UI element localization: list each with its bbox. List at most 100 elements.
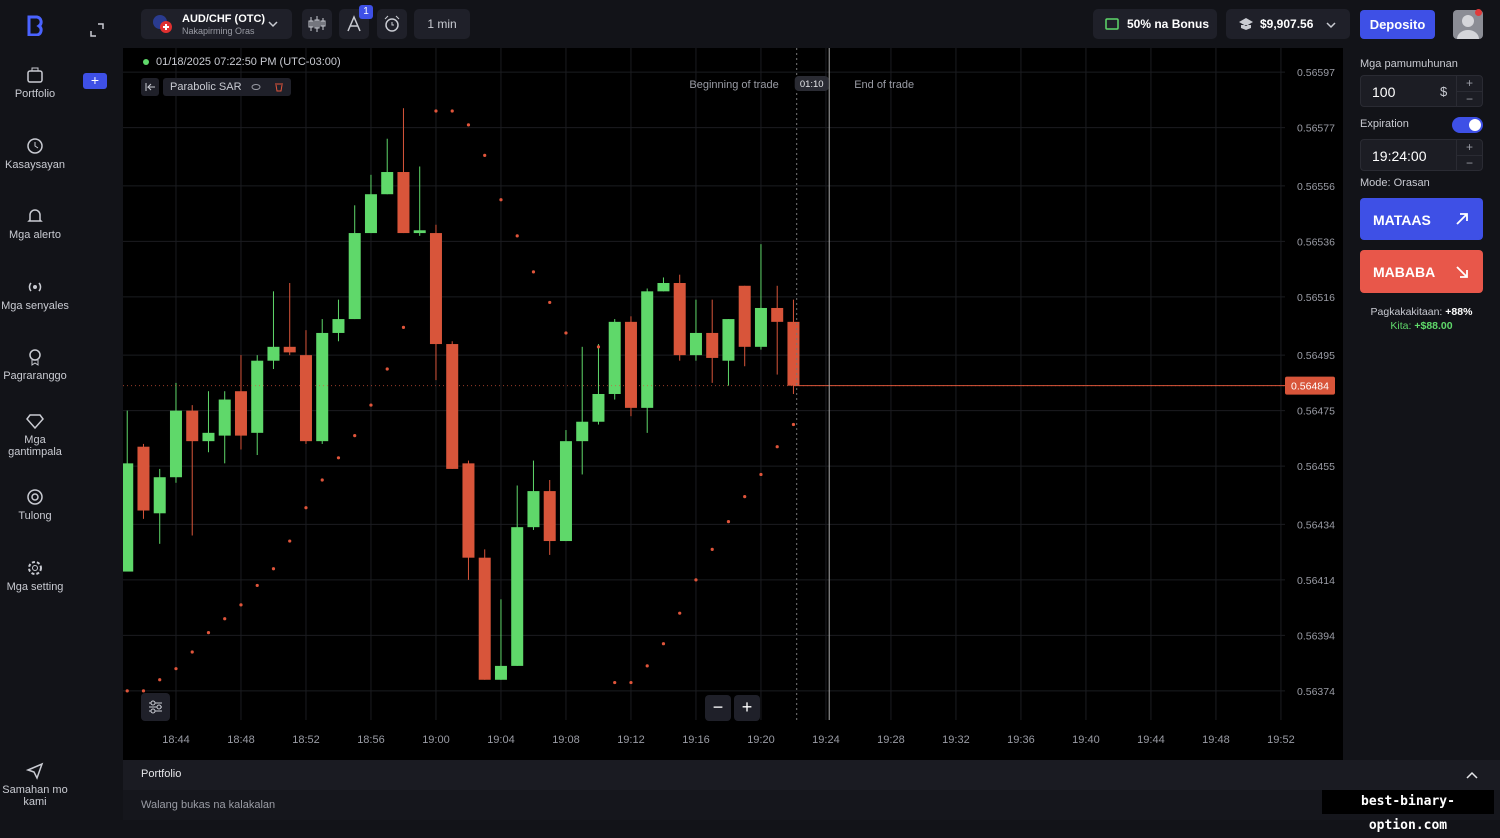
price-tag bbox=[1285, 376, 1335, 395]
candle-body bbox=[722, 319, 735, 361]
down-label: MABABA bbox=[1373, 264, 1436, 280]
sar-dot bbox=[466, 123, 471, 127]
sar-dot bbox=[483, 153, 487, 157]
chart-area: 18:44 18:48 18:52 18:56 19:00 19:04 19:08 19:12… bbox=[121, 48, 1343, 760]
x-tick-label: 19:16 bbox=[682, 734, 710, 746]
candle-body bbox=[169, 410, 182, 478]
x-tick-label: 19:04 bbox=[487, 734, 515, 746]
nav-label: Mga gantimpala bbox=[8, 434, 62, 458]
timer: 01:10 bbox=[800, 79, 824, 90]
decrease[interactable]: − bbox=[1456, 91, 1482, 106]
sar-dot bbox=[239, 603, 243, 607]
nav-settings[interactable]: Mga setting bbox=[0, 559, 70, 593]
notification-dot bbox=[1475, 9, 1482, 16]
expiration-value: 19:24:00 bbox=[1372, 148, 1427, 164]
watermark: best-binary-option.com bbox=[1322, 790, 1494, 833]
trade-start-label: Beginning of trade bbox=[689, 79, 778, 91]
chart-settings[interactable] bbox=[141, 693, 170, 721]
balance-button[interactable]: $9,907.56 bbox=[1226, 9, 1350, 39]
candle-body bbox=[478, 557, 491, 680]
zoom-out[interactable]: − bbox=[705, 695, 731, 721]
y-tick-label: 0.56394 bbox=[1297, 630, 1335, 642]
candle-body bbox=[397, 172, 410, 234]
add-button[interactable]: + bbox=[83, 73, 107, 89]
zoom-in[interactable]: + bbox=[734, 695, 760, 721]
sar-dot bbox=[336, 456, 341, 460]
nav-label: Pagraranggo bbox=[3, 370, 67, 382]
nav-signals[interactable]: Mga senyales bbox=[0, 278, 70, 312]
increase[interactable]: + bbox=[1456, 76, 1482, 91]
sar-dot bbox=[304, 506, 308, 510]
portfolio-body: Walang bukas na kalakalan bbox=[123, 790, 1500, 820]
sar-dot bbox=[320, 478, 324, 482]
expand-icon[interactable] bbox=[89, 22, 105, 38]
investment-value: 100 bbox=[1372, 84, 1396, 100]
sar-dot bbox=[434, 109, 438, 113]
avatar[interactable] bbox=[1453, 10, 1483, 39]
bonus-button[interactable]: 50% na Bonus bbox=[1093, 9, 1217, 39]
x-tick-label: 19:36 bbox=[1007, 734, 1035, 746]
sar-dot bbox=[548, 300, 552, 305]
sar-dot bbox=[255, 583, 259, 588]
sar-dot bbox=[223, 617, 227, 621]
nav-label: Samahan mo kami bbox=[2, 784, 68, 808]
nav-history[interactable]: Kasaysayan bbox=[0, 137, 70, 171]
timestamp: 01/18/2025 07:22:50 PM (UTC-03:00) bbox=[156, 56, 341, 68]
down-button[interactable]: MABABA bbox=[1360, 250, 1483, 293]
candle-body bbox=[787, 321, 800, 386]
y-tick-label: 0.56597 bbox=[1297, 67, 1335, 79]
investment-label: Mga pamumuhunan bbox=[1360, 58, 1458, 70]
sar-dot bbox=[353, 434, 357, 438]
candle-body bbox=[348, 233, 361, 320]
sar-dot bbox=[661, 642, 666, 646]
asset-selector[interactable]: AUD/CHF (OTC) Nakapirming Oras bbox=[141, 9, 292, 39]
nav-rewards[interactable]: Mga gantimpala bbox=[0, 412, 70, 458]
trade-end-label: End of trade bbox=[854, 79, 914, 91]
x-tick-label: 19:32 bbox=[942, 734, 970, 746]
sar-dot bbox=[288, 539, 292, 543]
portfolio-empty: Walang bukas na kalakalan bbox=[141, 799, 276, 811]
sar-dot bbox=[369, 403, 373, 407]
alerts-button[interactable] bbox=[377, 9, 407, 39]
candle-body bbox=[511, 527, 524, 666]
candle-body bbox=[153, 477, 166, 514]
y-tick-label: 0.56495 bbox=[1297, 350, 1335, 362]
up-button[interactable]: MATAAS bbox=[1360, 198, 1483, 240]
nav-help[interactable]: Tulong bbox=[0, 488, 70, 522]
collapse-indicators[interactable] bbox=[141, 78, 159, 96]
candle-body bbox=[576, 421, 589, 442]
chevron bbox=[268, 21, 278, 28]
sar-dot bbox=[141, 689, 146, 693]
expiration-input[interactable]: 19:24:00 + − bbox=[1360, 139, 1483, 171]
deposit-button[interactable]: Deposito bbox=[1360, 10, 1435, 39]
candle-body bbox=[624, 321, 637, 408]
nav-ranking[interactable]: Pagraranggo bbox=[0, 348, 70, 382]
payout: Pagkakakitaan: +88% bbox=[1350, 306, 1493, 318]
x-tick-label: 19:20 bbox=[747, 734, 775, 746]
sidebar: Portfolio Kasaysayan Mga alerto Mga seny… bbox=[0, 0, 70, 820]
x-tick-label: 18:48 bbox=[227, 734, 255, 746]
timeframe[interactable]: 1 min bbox=[414, 9, 470, 39]
candle-body bbox=[592, 393, 605, 422]
investment-input[interactable]: 100 $ + − bbox=[1360, 75, 1483, 107]
nav-alerts[interactable]: Mga alerto bbox=[0, 207, 70, 241]
nav-join[interactable]: Samahan mo kami bbox=[0, 762, 70, 808]
chart: 18:44 18:48 18:52 18:56 19:00 19:04 19:08 19:12… bbox=[121, 48, 1335, 746]
x-tick-label: 19:00 bbox=[422, 734, 450, 746]
candle-body bbox=[234, 391, 247, 436]
sar-dot bbox=[515, 234, 519, 238]
x-tick-label: 19:08 bbox=[552, 734, 580, 746]
candle-body bbox=[218, 399, 231, 436]
indicators-button[interactable] bbox=[302, 9, 332, 39]
sar-dot bbox=[678, 611, 682, 615]
indicator-name: Parabolic SAR bbox=[170, 81, 242, 93]
expiration-toggle[interactable] bbox=[1452, 117, 1483, 133]
indicator-chip[interactable]: Parabolic SAR bbox=[163, 78, 291, 96]
portfolio-header[interactable]: Portfolio bbox=[123, 760, 1500, 790]
decrease[interactable]: − bbox=[1456, 155, 1482, 170]
increase[interactable]: + bbox=[1456, 140, 1482, 155]
profit-label: Kita: bbox=[1390, 320, 1412, 332]
nav-portfolio[interactable]: Portfolio bbox=[0, 66, 70, 100]
sar-dot bbox=[596, 345, 601, 349]
